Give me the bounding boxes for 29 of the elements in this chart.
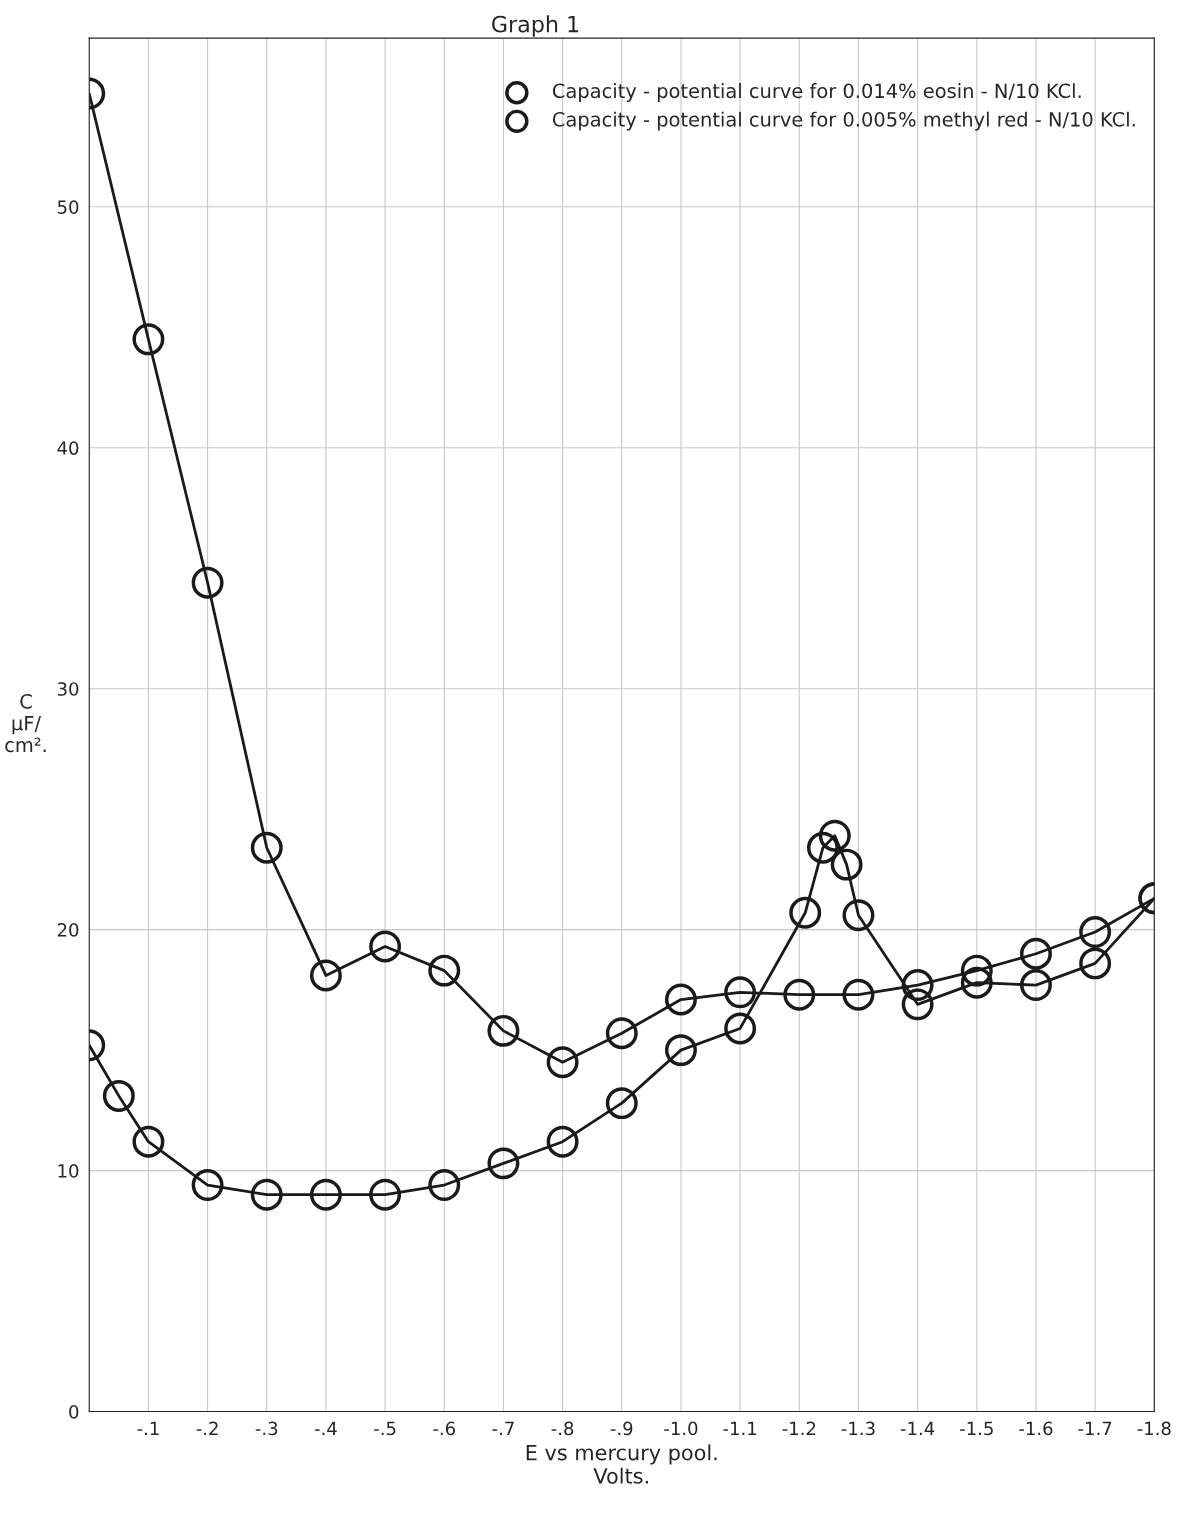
x-axis-title: E vs mercury pool. Volts.	[526, 1444, 717, 1484]
x-tick-label: -1.1	[723, 1421, 757, 1435]
x-tick-label: -1.4	[900, 1421, 935, 1435]
y-axis-title: C μF/ cm².	[5, 694, 46, 753]
x-tick-label: -1.2	[782, 1421, 816, 1435]
legend-label: Capacity - potential curve for 0.014% eosin - N/10 KCl.	[552, 83, 1081, 102]
x-tick-label: -.4	[314, 1421, 337, 1435]
y-tick-label: 40	[57, 441, 79, 455]
x-tick-label: -1.3	[841, 1421, 875, 1436]
x-tick-label: -.3	[255, 1421, 278, 1436]
y-tick-label: 10	[58, 1164, 79, 1178]
x-tick-label: -.8	[551, 1421, 574, 1436]
x-tick-label: -.9	[610, 1421, 633, 1436]
y-tick-label: 20	[57, 923, 79, 937]
x-tick-label: -.5	[374, 1421, 396, 1436]
legend-label: Capacity - potential curve for 0.005% methyl red - N/10 KCl.	[552, 111, 1135, 131]
x-tick-label: -1.6	[1019, 1421, 1053, 1436]
x-tick-label: -.1	[137, 1421, 159, 1435]
x-tick-label: -1.8	[1137, 1421, 1171, 1436]
chart-title: Graph 1	[492, 15, 579, 37]
y-tick-label: 50	[57, 200, 79, 214]
y-tick-label: 30	[57, 682, 79, 696]
x-tick-label: -1.7	[1078, 1421, 1112, 1435]
y-tick-label: 0	[69, 1405, 79, 1419]
x-tick-label: -.2	[196, 1421, 218, 1435]
x-tick-label: -.7	[492, 1421, 514, 1435]
x-tick-label: -.6	[433, 1421, 455, 1436]
x-tick-label: -1.0	[664, 1421, 698, 1436]
x-tick-label: -1.5	[960, 1421, 993, 1436]
